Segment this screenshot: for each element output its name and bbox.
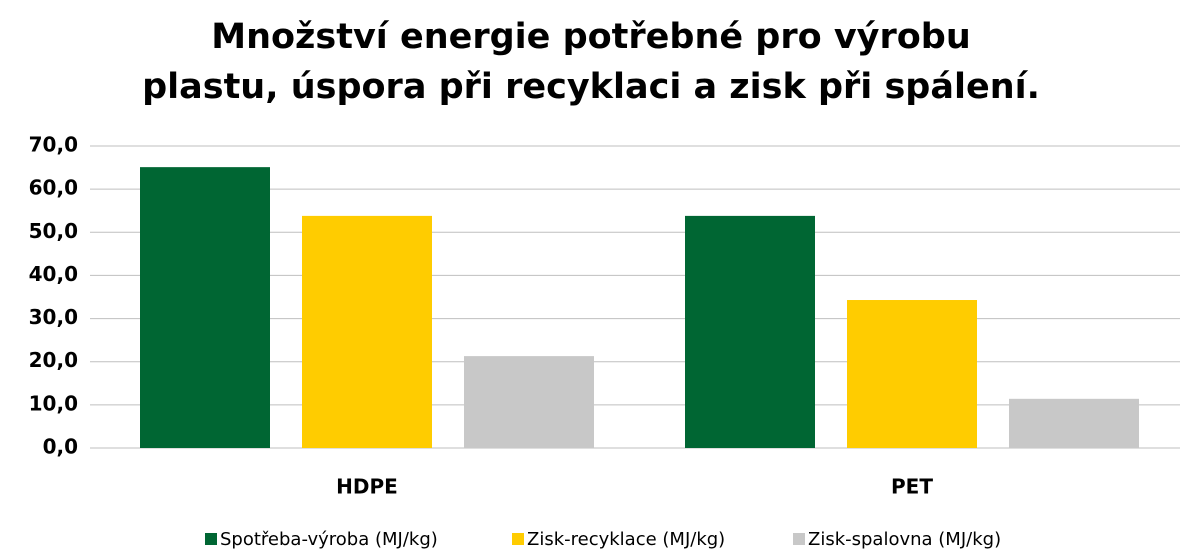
bar	[302, 215, 432, 448]
bar	[847, 300, 977, 448]
chart-title: Množství energie potřebné pro výrobu pla…	[142, 17, 1040, 107]
bar	[1009, 398, 1139, 448]
y-tick-label: 70,0	[29, 133, 78, 157]
bar	[140, 167, 270, 448]
y-tick-label: 0,0	[43, 435, 78, 459]
legend-label: Zisk-spalovna (MJ/kg)	[808, 529, 1001, 549]
bar	[685, 215, 815, 448]
legend-swatch	[512, 533, 524, 545]
legend-swatch	[793, 533, 805, 545]
y-tick-label: 50,0	[29, 219, 78, 243]
y-tick-label: 40,0	[29, 262, 78, 286]
x-tick-label: PET	[891, 475, 933, 499]
legend-swatch	[205, 533, 217, 545]
legend-label: Zisk-recyklace (MJ/kg)	[527, 529, 725, 549]
legend-label: Spotřeba-výroba (MJ/kg)	[220, 529, 438, 549]
y-tick-label: 30,0	[29, 305, 78, 329]
bar	[464, 356, 594, 448]
y-tick-label: 60,0	[29, 176, 78, 200]
y-tick-label: 20,0	[29, 348, 78, 372]
x-tick-label: HDPE	[336, 475, 398, 499]
y-tick-label: 10,0	[29, 391, 78, 415]
